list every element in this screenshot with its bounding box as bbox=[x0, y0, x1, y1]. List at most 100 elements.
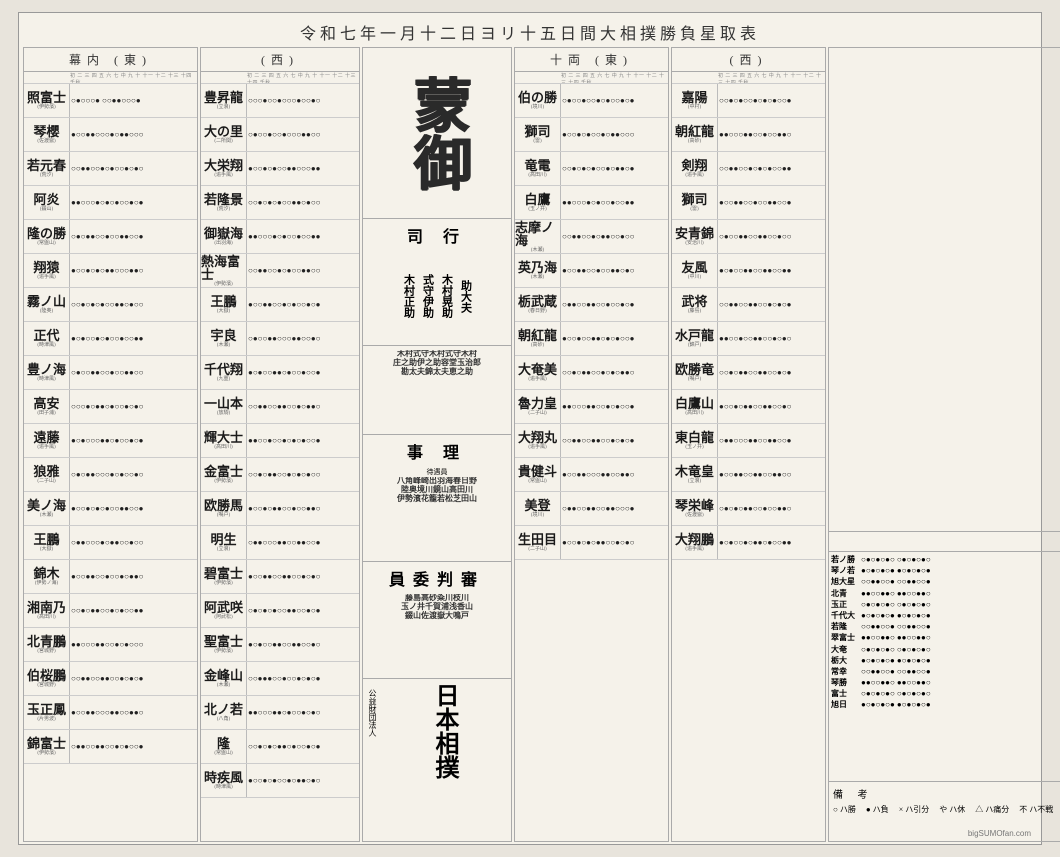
rikishi-name: 翔猿(追手風) bbox=[24, 254, 70, 287]
rikishi-row: 千代翔(九重) ●○●○○●●○●○○●○○● bbox=[201, 356, 359, 390]
rikishi-row: 剣翔(追手風) ○○●●○○●○●○●○○●● bbox=[672, 152, 825, 186]
rikishi-name: 千代翔(九重) bbox=[201, 356, 247, 389]
rikishi-row: 木竜皇(立浪) ●○○●●○○●●○○●●○○ bbox=[672, 458, 825, 492]
rikishi-name: 美ノ海(木瀬) bbox=[24, 492, 70, 525]
col-makuuchi-east: 幕内 (東) 初 二 三 四 五 六 七 中 九 十 十一 十二 十三 十四 千… bbox=[23, 47, 198, 842]
rikishi-name: 豊昇龍(立浪) bbox=[201, 84, 247, 117]
rikishi-row: 安青錦(安治川) ○●○○●●○○●●○○●○○ bbox=[672, 220, 825, 254]
rikishi-name: 狼雅(二子山) bbox=[24, 458, 70, 491]
rikishi-marks: ○●○●○●○○●●○○●○● bbox=[247, 594, 359, 627]
rikishi-marks: ○●○○●○○●○●○○●○● bbox=[561, 84, 668, 117]
rikishi-row: 熱海富士(伊勢濱) ○○●●○○●○●○○●●○○ bbox=[201, 254, 359, 288]
rikishi-marks: ○○●○●○●●○●○○●○● bbox=[247, 730, 359, 763]
rikishi-marks: ○●●○○●●○○●○●○○● bbox=[70, 730, 197, 763]
rikishi-marks: ●●○○○●●○○●○●○○○ bbox=[70, 628, 197, 661]
makushita-head: (東) 幕下 (西) bbox=[829, 532, 1060, 552]
rikishi-row: 白鷹(玉ノ井) ●●○○○●○●○○●○○●● bbox=[515, 186, 668, 220]
rikishi-row: 御嶽海(出羽海) ●●○○○●○●○○●○○●● bbox=[201, 220, 359, 254]
rikishi-marks: ●●○○●○○●●○○●○●○ bbox=[718, 322, 825, 355]
rikishi-row: 欧勝竜(鳴戸) ○○●○●●○○●●○○●○● bbox=[672, 356, 825, 390]
rikishi-row: 若元春(荒汐) ○○●●○○●○●○○●○●○ bbox=[24, 152, 197, 186]
rikishi-row: 北青鵬(宮城野) ●●○○○●●○○●○●○○○ bbox=[24, 628, 197, 662]
rikishi-marks: ●○○●●○○○●●○○●●○ bbox=[561, 458, 668, 491]
legend-item: ● ハ負 bbox=[866, 804, 889, 815]
rikishi-marks: ○○●●●○○●○○●○●○● bbox=[247, 662, 359, 695]
rikishi-name: 聖富士(伊勢濱) bbox=[201, 628, 247, 661]
rikishi-marks: ●○●○○●●○●○○●○○● bbox=[247, 356, 359, 389]
rikishi-name: 美登(境川) bbox=[515, 492, 561, 525]
rikishi-marks: ○●●○○○●●○○●●○○● bbox=[247, 526, 359, 559]
rikishi-name: 木竜皇(立浪) bbox=[672, 458, 718, 491]
rikishi-row: 遠藤(追手風) ●○●○○○●●○●○○●○● bbox=[24, 424, 197, 458]
rikishi-name: 大奄美(追手風) bbox=[515, 356, 561, 389]
rikishi-name: 若元春(荒汐) bbox=[24, 152, 70, 185]
rikishi-row: 大翔鵬(追手風) ●○●○○●○●●○●○○●● bbox=[672, 526, 825, 560]
prizes-panel: 個人優勝 幕内 豊昇龍 (十二勝三敗) 十枚目 獅司 (十三勝二敗) 幕下 夢道… bbox=[829, 48, 1060, 531]
rikishi-row: 明生(立浪) ○●●○○○●●○○●●○○● bbox=[201, 526, 359, 560]
rikishi-name: 大翔丸(追手風) bbox=[515, 424, 561, 457]
rikishi-name: 御嶽海(出羽海) bbox=[201, 220, 247, 253]
rikishi-marks: ○●○○●●○○●●○○●○○ bbox=[718, 220, 825, 253]
rikishi-marks: ●○●○○○●●○●○○●○● bbox=[70, 424, 197, 457]
rikishi-name: 水戸龍(錦戸) bbox=[672, 322, 718, 355]
makushita-row: 琴ノ若●○●○●○● ●○●○●○●琴ノ若●○●○●○● ●○●○●○● bbox=[831, 565, 1060, 576]
rikishi-name: 友風(中川) bbox=[672, 254, 718, 287]
org-sub: 公益財団法人 bbox=[367, 683, 378, 743]
juryo-east-head: 十両 (東) bbox=[515, 48, 668, 72]
rikishi-name: 白鷹(玉ノ井) bbox=[515, 186, 561, 219]
rikishi-name: 獅司(雷) bbox=[515, 118, 561, 151]
rikishi-marks: ●○○●○●○●○○●●○○● bbox=[70, 492, 197, 525]
rikishi-name: 湘南乃(高田川) bbox=[24, 594, 70, 627]
rikishi-marks: ○●○○●●○○●○○●●○○ bbox=[70, 356, 197, 389]
rikishi-marks: ●○●○○●●○○●●○○●● bbox=[718, 254, 825, 287]
makushita-row: 旭大星○○●●○○● ○○●●○○●旭大星○○●●○○● ○○●●○○● bbox=[831, 576, 1060, 587]
makushita-row: 若隆○○●●○○● ○○●●○○●若隆○○●●○○● ○○●●○○● bbox=[831, 621, 1060, 632]
rikishi-row: 輝大士(高田川) ●●○○●○○●○●○●○○● bbox=[201, 424, 359, 458]
makushita-row: 北青●●○○●●○ ●●○○●●○北青●●○○●●○ ●●○○●●○ bbox=[831, 588, 1060, 599]
makushita-row: 玉正○●○●○●○ ○●○●○●○玉正○●○●○●○ ○●○●○●○ bbox=[831, 599, 1060, 610]
rikishi-row: 朝紅龍(高砂) ●●○○○●●○○●○○●●○ bbox=[672, 118, 825, 152]
makushita-row: 旭日●○●○●○● ●○●○●○●旭日●○●○●○● ●○●○●○● bbox=[831, 699, 1060, 710]
rikishi-marks: ○○●○●○●○○●○●●○● bbox=[561, 152, 668, 185]
makuuchi-east-head: 幕内 (東) bbox=[24, 48, 197, 72]
gyoji-dense: 木村式守木村式守木村庄之助伊之助容堂玉治郎勘太夫錦太夫恵之助 bbox=[367, 350, 507, 430]
rikishi-row: 若隆景(荒汐) ○○●○●○●○○●●○●○○ bbox=[201, 186, 359, 220]
rikishi-marks: ●○○●●○○●○●○○●○● bbox=[247, 288, 359, 321]
rikishi-name: 竜電(高田川) bbox=[515, 152, 561, 185]
rikishi-row: 錦木(伊勢ノ海) ●○○●●○○●○○●○●●○ bbox=[24, 560, 197, 594]
rikishi-marks: ●●○○○●○●○○●○○●● bbox=[561, 186, 668, 219]
gyoji-label: 司 行 bbox=[367, 223, 507, 247]
rikishi-marks: ○○●●○○●●○○●○●○● bbox=[718, 288, 825, 321]
rikishi-name: 王鵬(大嶽) bbox=[201, 288, 247, 321]
rikishi-row: 琴栄峰(佐渡嶽) ○●○●○●●○○●○○●●○ bbox=[672, 492, 825, 526]
rikishi-name: 若隆景(荒汐) bbox=[201, 186, 247, 219]
rikishi-name: 獅司(雷) bbox=[672, 186, 718, 219]
rikishi-name: 金富士(伊勢濱) bbox=[201, 458, 247, 491]
rikishi-name: 錦木(伊勢ノ海) bbox=[24, 560, 70, 593]
rikishi-row: 欧勝馬(鳴戸) ●○○●○●●○○●○○●●○ bbox=[201, 492, 359, 526]
rikishi-marks: ●○●○○●●○○●●○○●○ bbox=[247, 628, 359, 661]
legend-item: や ハ休 bbox=[939, 804, 965, 815]
rikishi-name: 大翔鵬(追手風) bbox=[672, 526, 718, 559]
rikishi-marks: ●○○●●○○●○○●○●●○ bbox=[70, 560, 197, 593]
rikishi-name: 阿炎(錣山) bbox=[24, 186, 70, 219]
rikishi-name: 英乃海(木瀬) bbox=[515, 254, 561, 287]
rikishi-name: 高安(田子浦) bbox=[24, 390, 70, 423]
col-juryo-east: 十両 (東) 初 二 三 四 五 六 七 中 九 十 十一 十二 十三 十四 千… bbox=[514, 47, 669, 842]
rikishi-row: 伯桜鵬(宮城野) ○○●●○○●●○○●○●○● bbox=[24, 662, 197, 696]
gyoji-name: 木村正助 bbox=[401, 251, 417, 341]
rikishi-name: 時疾風(時津風) bbox=[201, 764, 247, 797]
rikishi-name: 伯桜鵬(宮城野) bbox=[24, 662, 70, 695]
rikishi-name: 熱海富士(伊勢濱) bbox=[201, 254, 247, 287]
rikishi-name: 安青錦(安治川) bbox=[672, 220, 718, 253]
rikishi-row: 王鵬(大嶽) ○●●○○○●○●●○○●○○ bbox=[24, 526, 197, 560]
rikishi-row: 貴健斗(常盤山) ●○○●●○○○●●○○●●○ bbox=[515, 458, 668, 492]
col-makuuchi-west: (西) 初 二 三 四 五 六 七 中 九 十 十一 十二 十三 十四 千秋 豊… bbox=[200, 47, 360, 842]
rikishi-name: 剣翔(追手風) bbox=[672, 152, 718, 185]
rikishi-name: 宇良(木瀬) bbox=[201, 322, 247, 355]
rikishi-marks: ●○○●○●●○○●○○●●○ bbox=[247, 492, 359, 525]
rikishi-name: 王鵬(大嶽) bbox=[24, 526, 70, 559]
days-header-je: 初 二 三 四 五 六 七 中 九 十 十一 十二 十三 十四 千秋 bbox=[515, 72, 668, 84]
juryo-west-head: (西) bbox=[672, 48, 825, 72]
rikishi-name: 朝紅龍(高砂) bbox=[672, 118, 718, 151]
